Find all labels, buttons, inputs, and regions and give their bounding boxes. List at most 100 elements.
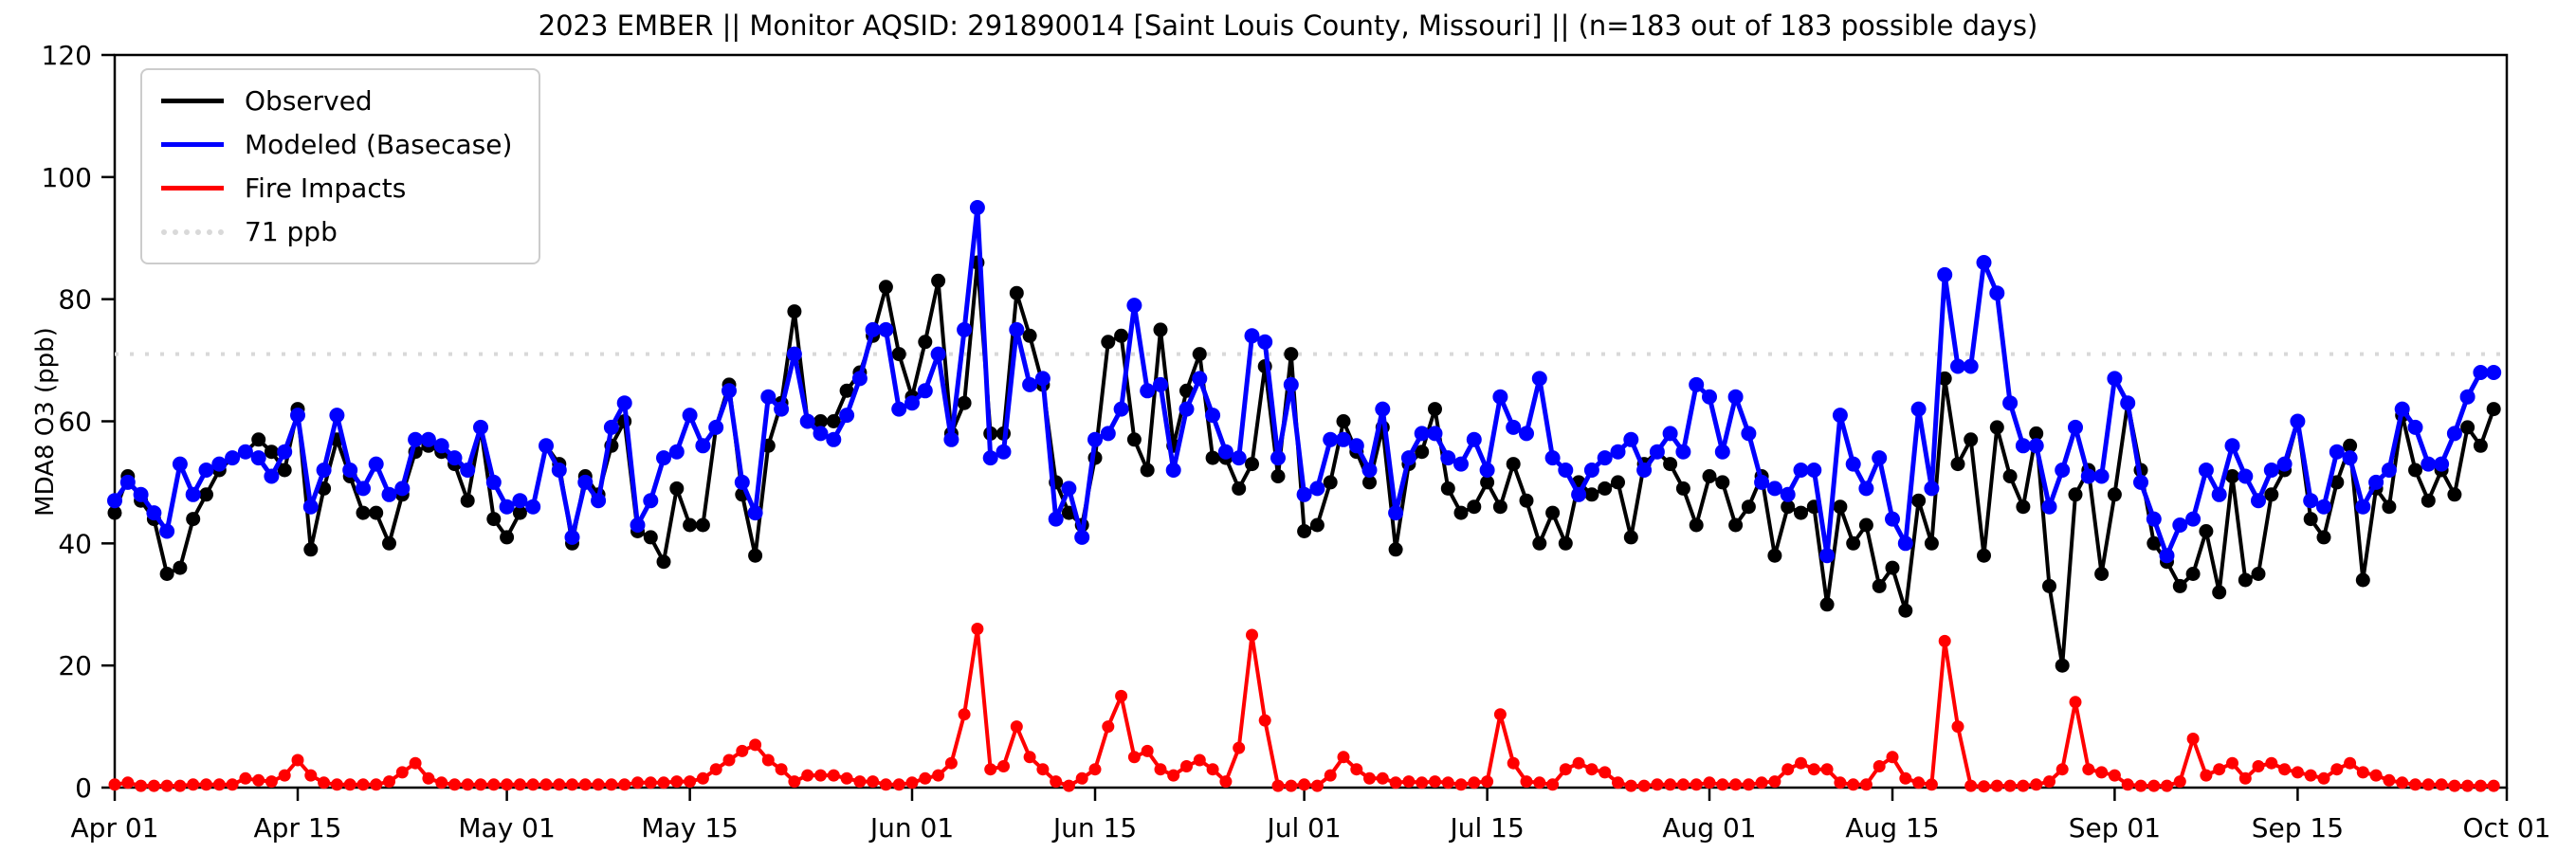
series-marker-fire-impacts <box>187 778 200 791</box>
series-marker-modeled-basecase- <box>747 505 763 521</box>
series-marker-fire-impacts <box>501 778 514 791</box>
series-marker-fire-impacts <box>2226 756 2238 770</box>
series-marker-modeled-basecase- <box>1361 463 1378 478</box>
series-marker-observed <box>957 395 972 410</box>
series-marker-modeled-basecase- <box>2028 438 2044 454</box>
series-marker-modeled-basecase- <box>1270 450 1286 466</box>
series-marker-modeled-basecase- <box>1702 389 1717 405</box>
series-marker-modeled-basecase- <box>1662 426 1678 442</box>
series-marker-observed <box>2147 535 2162 551</box>
series-marker-observed <box>251 432 266 447</box>
series-marker-fire-impacts <box>709 763 722 776</box>
series-marker-fire-impacts <box>1912 776 1926 789</box>
series-marker-observed <box>1232 481 1247 496</box>
series-marker-fire-impacts <box>1664 778 1677 791</box>
series-marker-fire-impacts <box>2487 779 2500 792</box>
series-marker-fire-impacts <box>252 773 265 787</box>
series-marker-modeled-basecase- <box>891 401 907 417</box>
series-marker-modeled-basecase- <box>447 450 463 466</box>
series-marker-observed <box>1767 548 1782 563</box>
series-marker-fire-impacts <box>1716 778 1729 791</box>
series-marker-observed <box>1833 499 1848 515</box>
x-tick-label: Sep 01 <box>2069 812 2161 844</box>
y-tick-label: 120 <box>42 40 92 71</box>
series-marker-observed <box>878 280 893 295</box>
series-marker-fire-impacts <box>461 778 474 791</box>
series-marker-fire-impacts <box>212 778 226 791</box>
series-marker-fire-impacts <box>383 775 395 789</box>
series-marker-fire-impacts <box>435 776 448 789</box>
series-marker-modeled-basecase- <box>1963 358 1979 374</box>
series-marker-modeled-basecase- <box>2368 474 2384 490</box>
series-marker-modeled-basecase- <box>2041 499 2057 515</box>
series-marker-modeled-basecase- <box>2146 511 2162 527</box>
series-marker-observed <box>1388 542 1403 557</box>
series-marker-fire-impacts <box>2344 756 2357 770</box>
series-marker-modeled-basecase- <box>1400 450 1416 466</box>
series-marker-observed <box>1781 499 1796 515</box>
series-marker-modeled-basecase- <box>133 486 149 502</box>
series-marker-observed <box>2016 499 2031 515</box>
series-marker-fire-impacts <box>1258 714 1271 727</box>
series-marker-fire-impacts <box>1141 744 1154 757</box>
series-marker-observed <box>1192 347 1207 362</box>
legend-item-fire: Fire Impacts <box>161 172 512 204</box>
series-marker-observed <box>1937 371 1952 386</box>
series-marker-modeled-basecase- <box>146 505 162 521</box>
series-marker-fire-impacts <box>1193 753 1206 767</box>
series-marker-fire-impacts <box>1416 776 1429 789</box>
series-marker-observed <box>2225 469 2239 483</box>
series-marker-fire-impacts <box>1624 779 1637 792</box>
series-marker-fire-impacts <box>1585 763 1599 776</box>
series-marker-fire-impacts <box>2108 769 2121 782</box>
series-marker-observed <box>2238 572 2253 588</box>
series-marker-observed <box>1101 335 1116 350</box>
series-marker-observed <box>1453 505 1469 520</box>
series-marker-fire-impacts <box>474 778 487 791</box>
series-marker-fire-impacts <box>1493 708 1507 721</box>
series-marker-observed <box>2094 567 2110 581</box>
series-marker-fire-impacts <box>1899 771 1912 785</box>
series-marker-fire-impacts <box>1298 778 1311 791</box>
series-marker-fire-impacts <box>788 775 801 789</box>
series-marker-fire-impacts <box>971 623 984 635</box>
series-marker-modeled-basecase- <box>2394 401 2410 417</box>
series-marker-modeled-basecase- <box>603 419 619 435</box>
series-marker-modeled-basecase- <box>499 499 515 515</box>
series-marker-fire-impacts <box>1520 775 1533 789</box>
series-marker-modeled-basecase- <box>1754 474 1770 490</box>
series-marker-observed <box>2421 493 2436 508</box>
series-marker-modeled-basecase- <box>1766 481 1782 497</box>
series-marker-modeled-basecase- <box>2329 444 2345 460</box>
series-marker-modeled-basecase- <box>2080 468 2096 484</box>
series-marker-modeled-basecase- <box>2316 499 2331 515</box>
series-marker-fire-impacts <box>1886 751 1899 764</box>
series-marker-fire-impacts <box>853 775 867 789</box>
series-marker-fire-impacts <box>2173 775 2186 789</box>
series-marker-fire-impacts <box>566 778 578 791</box>
series-marker-fire-impacts <box>879 778 892 791</box>
series-marker-observed <box>1362 475 1377 490</box>
series-marker-modeled-basecase- <box>1217 444 1233 460</box>
series-marker-observed <box>2460 420 2476 435</box>
legend-item-modeled: Modeled (Basecase) <box>161 129 512 160</box>
x-tick-label: May 15 <box>641 812 738 844</box>
series-marker-fire-impacts <box>2055 763 2069 776</box>
series-marker-modeled-basecase- <box>1544 450 1561 466</box>
series-marker-fire-impacts <box>2265 756 2278 770</box>
series-marker-observed <box>264 445 279 460</box>
series-marker-modeled-basecase- <box>2198 463 2214 478</box>
series-marker-observed <box>2355 572 2370 588</box>
series-marker-observed <box>787 304 802 319</box>
series-marker-observed <box>1205 450 1220 465</box>
series-marker-fire-impacts <box>905 776 919 789</box>
series-marker-fire-impacts <box>1441 776 1454 789</box>
series-marker-fire-impacts <box>1637 779 1651 792</box>
series-marker-fire-impacts <box>1050 775 1063 789</box>
series-marker-fire-impacts <box>958 708 971 721</box>
series-marker-modeled-basecase- <box>1689 376 1705 392</box>
series-marker-fire-impacts <box>618 778 631 791</box>
series-marker-observed <box>2264 487 2279 502</box>
series-marker-observed <box>1794 505 1808 520</box>
series-marker-observed <box>1297 524 1312 538</box>
